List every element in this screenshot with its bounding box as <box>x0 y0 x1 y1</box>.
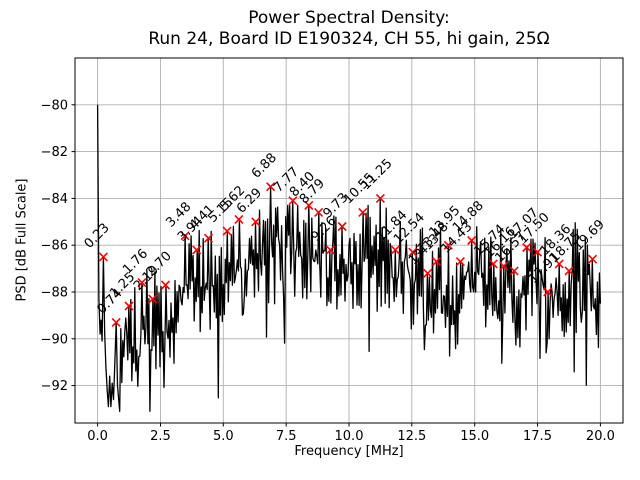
peak-marker-x-icon <box>358 207 368 217</box>
x-tick-label: 7.5 <box>276 429 297 444</box>
peak-marker-x-icon <box>160 280 171 290</box>
x-tick-label: 0.0 <box>87 429 108 444</box>
x-tick-label: 5.0 <box>213 429 234 444</box>
y-tick-label: −80 <box>41 98 68 113</box>
peak-marker-x-icon <box>443 240 453 250</box>
peak-label: 6.88 <box>249 150 280 181</box>
y-tick-label: −92 <box>41 379 68 394</box>
x-tick-label: 17.5 <box>523 429 552 444</box>
chart-title-line2: Run 24, Board ID E190324, CH 55, hi gain… <box>148 29 550 50</box>
y-axis-label: PSD [dB Full Scale] <box>14 178 30 302</box>
peak-marker-x-icon <box>111 317 121 327</box>
peak-marker-x-icon <box>455 257 465 267</box>
x-tick-label: 15.0 <box>460 429 489 444</box>
x-tick-label: 10.0 <box>335 429 364 444</box>
peak-marker-x-icon <box>499 261 509 271</box>
peak-marker-x-icon <box>543 287 553 297</box>
peak-marker-x-icon <box>98 252 108 262</box>
peak-marker-x-icon <box>554 259 564 269</box>
peak-marker-x-icon <box>180 231 190 241</box>
y-tick-label: −90 <box>41 332 68 347</box>
peak-marker-x-icon <box>234 214 244 224</box>
peak-marker-x-icon <box>192 245 202 255</box>
peak-marker-x-icon <box>266 182 276 192</box>
peak-marker-x-icon <box>488 259 498 269</box>
grid-lines <box>75 58 623 423</box>
y-tick-label: −86 <box>41 239 68 254</box>
x-tick-label: 2.5 <box>150 429 171 444</box>
peak-marker-x-icon <box>314 207 324 217</box>
peak-marker-x-icon <box>588 254 598 264</box>
peak-marker-x-icon <box>431 257 442 267</box>
peak-marker-x-icon <box>124 301 134 311</box>
peak-marker-x-icon <box>203 233 214 243</box>
axis-ticks <box>71 104 601 427</box>
peak-marker-x-icon <box>375 193 385 203</box>
peak-marker-x-icon <box>564 266 574 276</box>
peak-marker-x-icon <box>532 247 543 257</box>
peak-marker-x-icon <box>522 242 532 253</box>
peak-marker-x-icon <box>148 294 158 304</box>
peak-marker-x-icon <box>288 196 298 206</box>
peak-marker-x-icon <box>304 200 314 210</box>
x-tick-label: 20.0 <box>586 429 615 444</box>
y-tick-label: −84 <box>41 192 68 207</box>
psd-trace <box>96 104 602 412</box>
peak-marker-x-icon <box>137 278 147 288</box>
chart-title: Power Spectral Density: Run 24, Board ID… <box>75 8 623 51</box>
y-tick-label: −88 <box>41 286 68 301</box>
peak-marker-x-icon <box>325 245 335 255</box>
peak-marker-x-icon <box>509 266 519 276</box>
peak-marker-x-icon <box>423 268 433 278</box>
peak-marker-x-icon <box>390 245 400 255</box>
peak-marker-x-icon <box>222 226 232 236</box>
x-axis-label: Frequency [MHz] <box>294 444 404 459</box>
x-tick-label: 12.5 <box>397 429 426 444</box>
peak-marker-x-icon <box>408 247 418 257</box>
peak-marker-x-icon <box>467 235 477 246</box>
y-tick-label: −82 <box>41 145 68 160</box>
peak-marker-x-icon <box>337 221 347 232</box>
peak-marker-x-icon <box>251 217 261 227</box>
chart-title-line1: Power Spectral Density: <box>248 8 450 28</box>
